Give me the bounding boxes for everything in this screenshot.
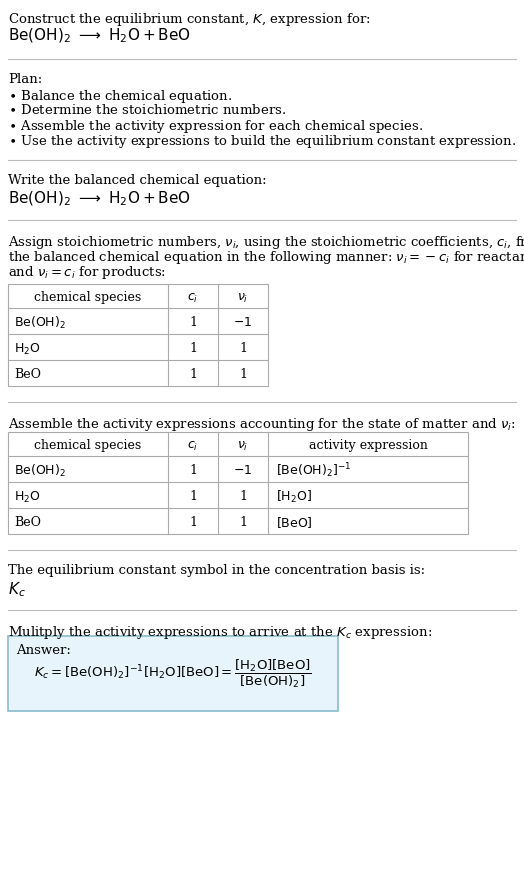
- Text: Assemble the activity expressions accounting for the state of matter and $\nu_i$: Assemble the activity expressions accoun…: [8, 416, 516, 433]
- Text: $K_c = [\mathrm{Be(OH)_2}]^{-1}[\mathrm{H_2O}][\mathrm{BeO}] = \dfrac{[\mathrm{H: $K_c = [\mathrm{Be(OH)_2}]^{-1}[\mathrm{…: [34, 658, 312, 690]
- Text: $-1$: $-1$: [233, 464, 253, 477]
- Text: 1: 1: [189, 491, 197, 503]
- Text: 1: 1: [189, 464, 197, 477]
- Text: chemical species: chemical species: [35, 439, 141, 453]
- Text: $c_i$: $c_i$: [188, 439, 199, 453]
- Text: The equilibrium constant symbol in the concentration basis is:: The equilibrium constant symbol in the c…: [8, 564, 425, 577]
- Text: Assign stoichiometric numbers, $\nu_i$, using the stoichiometric coefficients, $: Assign stoichiometric numbers, $\nu_i$, …: [8, 234, 524, 251]
- Text: 1: 1: [189, 342, 197, 356]
- Text: $\bullet$ Determine the stoichiometric numbers.: $\bullet$ Determine the stoichiometric n…: [8, 103, 286, 117]
- Text: and $\nu_i = c_i$ for products:: and $\nu_i = c_i$ for products:: [8, 264, 166, 281]
- Text: $[\mathrm{Be(OH)_2}]^{-1}$: $[\mathrm{Be(OH)_2}]^{-1}$: [276, 461, 351, 480]
- Text: $\bullet$ Use the activity expressions to build the equilibrium constant express: $\bullet$ Use the activity expressions t…: [8, 133, 516, 150]
- Text: $\bullet$ Balance the chemical equation.: $\bullet$ Balance the chemical equation.: [8, 88, 233, 105]
- Text: 1: 1: [239, 491, 247, 503]
- Text: activity expression: activity expression: [309, 439, 428, 453]
- Text: 1: 1: [189, 517, 197, 530]
- Bar: [8, 432, 468, 534]
- Text: 1: 1: [189, 316, 197, 330]
- Text: $\mathrm{Be(OH)_2}\ \longrightarrow\ \mathrm{H_2O + BeO}$: $\mathrm{Be(OH)_2}\ \longrightarrow\ \ma…: [8, 190, 191, 208]
- Text: $\nu_i$: $\nu_i$: [237, 292, 249, 305]
- Bar: [8, 636, 338, 711]
- Text: $[\mathrm{BeO}]$: $[\mathrm{BeO}]$: [276, 516, 313, 531]
- Text: $c_i$: $c_i$: [188, 292, 199, 305]
- Text: Write the balanced chemical equation:: Write the balanced chemical equation:: [8, 174, 267, 187]
- Text: the balanced chemical equation in the following manner: $\nu_i = -c_i$ for react: the balanced chemical equation in the fo…: [8, 249, 524, 266]
- Text: 1: 1: [239, 342, 247, 356]
- Text: 1: 1: [239, 517, 247, 530]
- Text: 1: 1: [239, 369, 247, 381]
- Text: $\mathrm{H_2O}$: $\mathrm{H_2O}$: [14, 341, 40, 356]
- Text: BeO: BeO: [14, 517, 41, 530]
- Text: $\bullet$ Assemble the activity expression for each chemical species.: $\bullet$ Assemble the activity expressi…: [8, 118, 423, 135]
- Text: $[\mathrm{H_2O}]$: $[\mathrm{H_2O}]$: [276, 489, 312, 505]
- Text: Plan:: Plan:: [8, 73, 42, 86]
- Text: $K_c$: $K_c$: [8, 580, 26, 598]
- Text: chemical species: chemical species: [35, 292, 141, 305]
- Text: $\mathrm{Be(OH)_2}$: $\mathrm{Be(OH)_2}$: [14, 315, 66, 331]
- Text: $\nu_i$: $\nu_i$: [237, 439, 249, 453]
- Text: Answer:: Answer:: [16, 644, 71, 657]
- Bar: [8, 284, 268, 386]
- Text: $\mathrm{Be(OH)_2}$: $\mathrm{Be(OH)_2}$: [14, 463, 66, 479]
- Text: BeO: BeO: [14, 369, 41, 381]
- Text: 1: 1: [189, 369, 197, 381]
- Text: Construct the equilibrium constant, $K$, expression for:: Construct the equilibrium constant, $K$,…: [8, 11, 370, 28]
- Text: $-1$: $-1$: [233, 316, 253, 330]
- Text: $\mathrm{Be(OH)_2}\ \longrightarrow\ \mathrm{H_2O + BeO}$: $\mathrm{Be(OH)_2}\ \longrightarrow\ \ma…: [8, 27, 191, 45]
- Text: $\mathrm{H_2O}$: $\mathrm{H_2O}$: [14, 490, 40, 505]
- Text: Mulitply the activity expressions to arrive at the $K_c$ expression:: Mulitply the activity expressions to arr…: [8, 624, 432, 641]
